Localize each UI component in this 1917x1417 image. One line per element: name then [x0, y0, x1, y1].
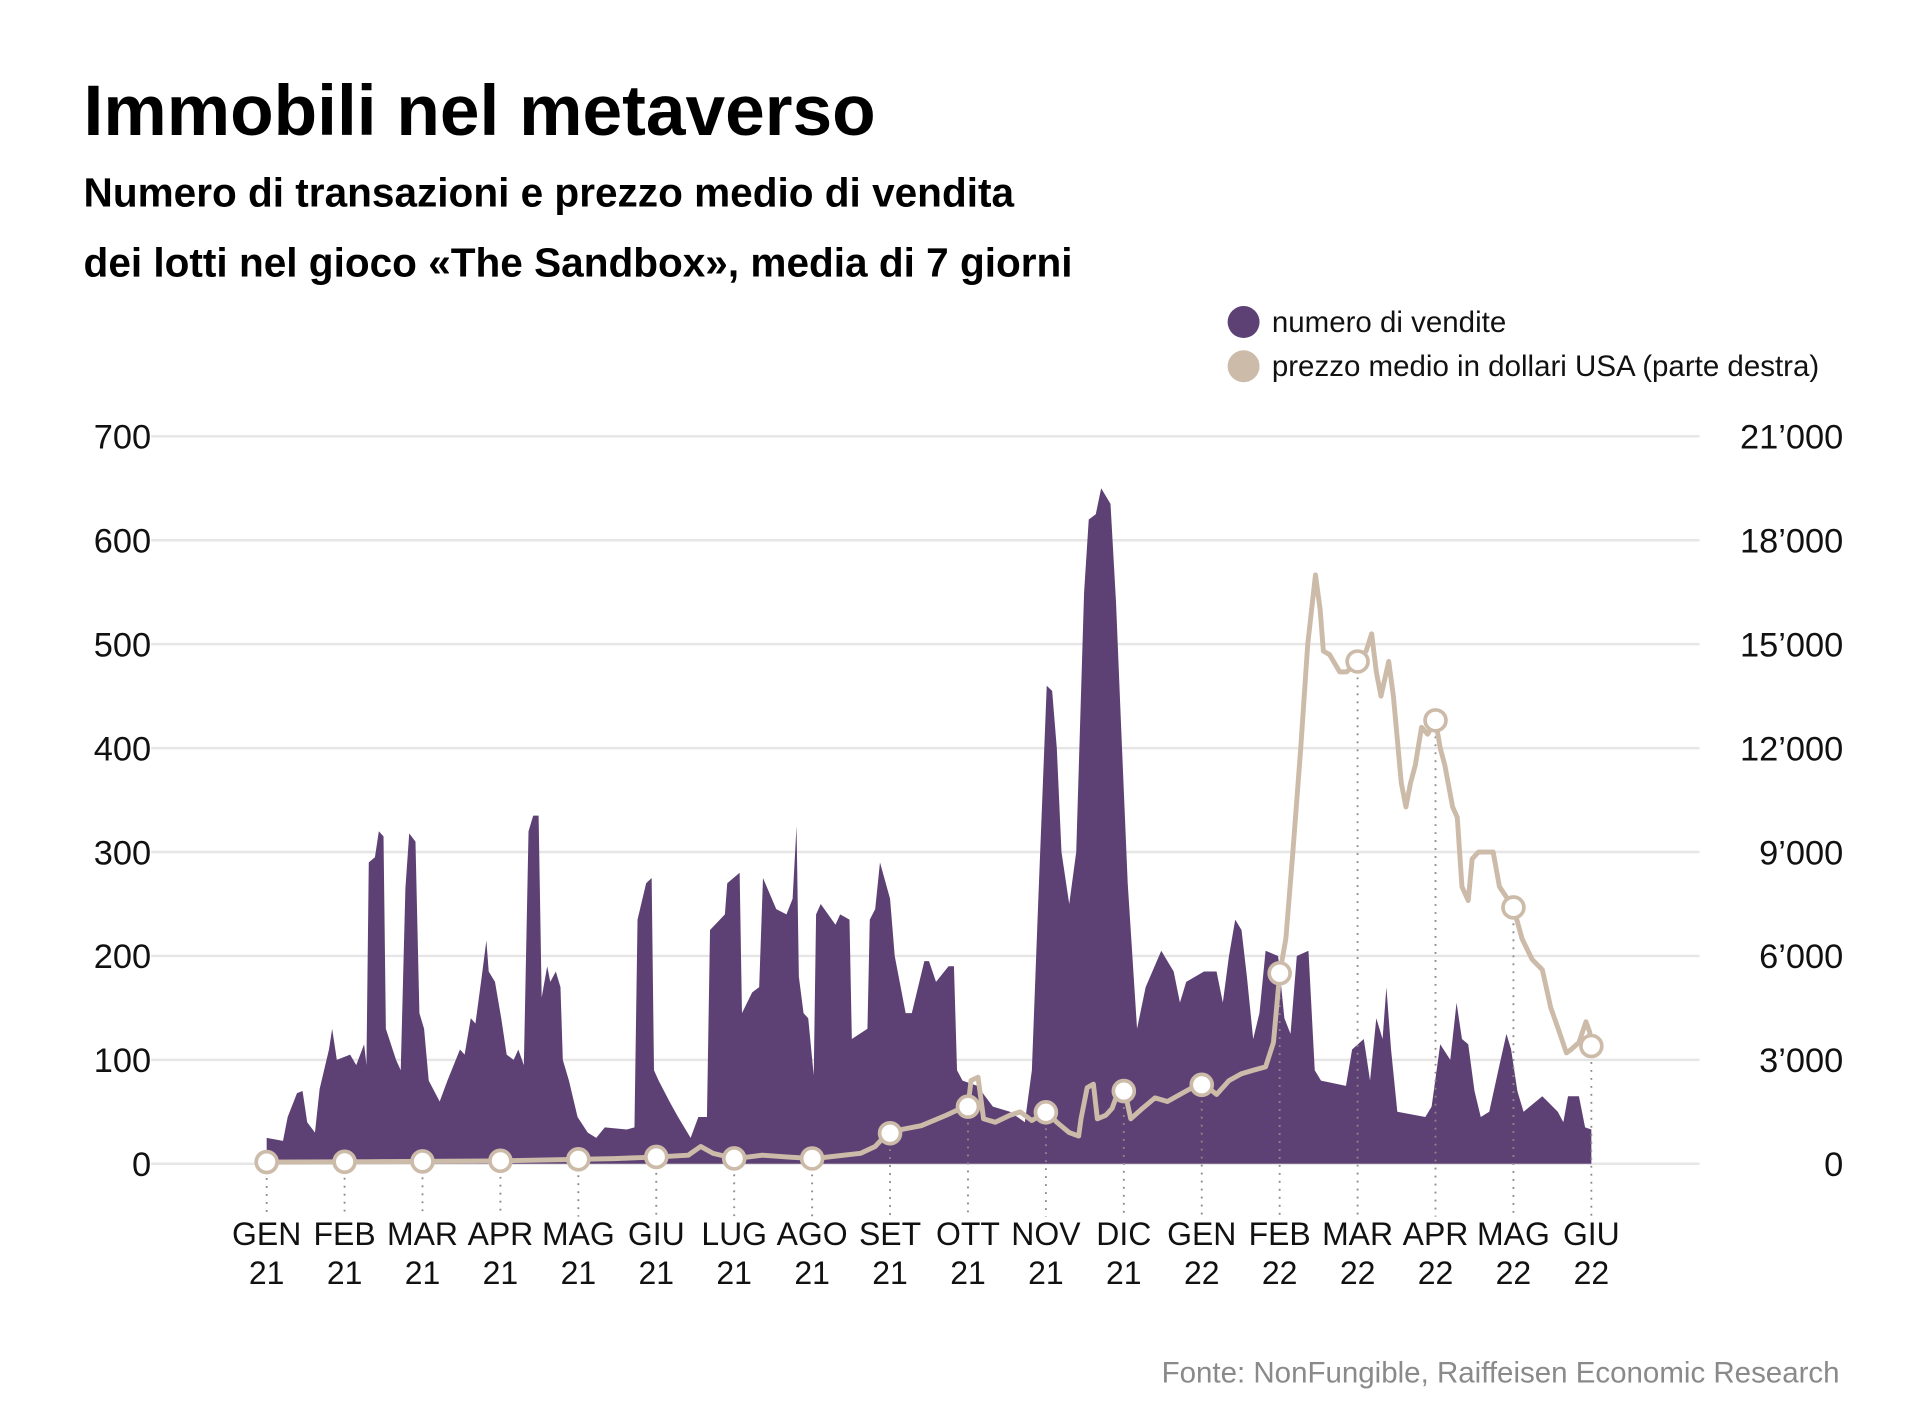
x-tick-year: 22: [1418, 1255, 1454, 1291]
price-marker: [488, 1148, 513, 1174]
price-marker: [643, 1144, 669, 1170]
x-tick-month: MAG: [542, 1216, 615, 1252]
sales-area: [266, 488, 1592, 1164]
x-tick-year: 21: [794, 1255, 830, 1291]
price-marker: [1345, 649, 1370, 674]
price-marker: [410, 1149, 435, 1174]
x-tick-year: 21: [249, 1255, 285, 1291]
price-marker: [1033, 1099, 1059, 1125]
x-axis-ticks: GEN21FEB21MAR21APR21MAG21GIU21LUG21AGO21…: [232, 1216, 1620, 1291]
right-axis-tick-label: 12’000: [1740, 730, 1843, 768]
left-axis-tick-label: 100: [94, 1042, 151, 1080]
right-axis-tick-label: 3’000: [1759, 1042, 1843, 1080]
x-tick-year: 21: [405, 1255, 441, 1291]
left-axis-tick-label: 0: [132, 1146, 151, 1184]
x-tick-month: LUG: [701, 1216, 767, 1252]
x-tick-month: MAG: [1477, 1216, 1550, 1252]
x-tick-year: 22: [1340, 1255, 1376, 1291]
source-note: Fonte: NonFungible, Raiffeisen Economic …: [1162, 1357, 1840, 1390]
price-marker: [877, 1120, 903, 1146]
price-marker: [799, 1146, 825, 1171]
price-marker: [1423, 708, 1448, 733]
x-tick-month: AGO: [777, 1216, 848, 1252]
left-axis-tick-label: 500: [94, 626, 151, 664]
x-tick-year: 22: [1184, 1255, 1220, 1291]
price-marker: [1189, 1072, 1215, 1098]
x-tick-month: MAR: [387, 1216, 458, 1252]
left-axis-tick-label: 400: [94, 730, 151, 768]
x-tick-month: FEB: [314, 1216, 376, 1252]
price-marker: [721, 1146, 747, 1171]
x-tick-year: 21: [950, 1255, 986, 1291]
price-marker: [1111, 1078, 1137, 1104]
x-tick-month: GIU: [1563, 1216, 1620, 1252]
right-axis-tick-label: 21’000: [1740, 419, 1843, 457]
chart-title: Immobili nel metaverso: [84, 71, 876, 151]
x-tick-month: GEN: [1167, 1216, 1236, 1252]
legend-swatch-price: [1227, 350, 1260, 383]
x-tick-year: 21: [716, 1255, 752, 1291]
x-tick-month: OTT: [936, 1216, 1000, 1252]
x-tick-month: MAR: [1322, 1216, 1393, 1252]
price-marker: [1501, 895, 1526, 920]
x-tick-month: APR: [468, 1216, 534, 1252]
x-tick-month: APR: [1403, 1216, 1469, 1252]
left-axis-tick-label: 200: [94, 938, 151, 976]
x-tick-month: GEN: [232, 1216, 301, 1252]
x-tick-month: SET: [859, 1216, 921, 1252]
x-tick-year: 21: [639, 1255, 675, 1291]
right-axis-tick-label: 15’000: [1740, 626, 1843, 664]
x-tick-year: 21: [1106, 1255, 1142, 1291]
legend: numero di vendite prezzo medio in dollar…: [1227, 306, 1819, 383]
x-tick-month: GIU: [628, 1216, 685, 1252]
right-axis-tick-label: 0: [1824, 1146, 1843, 1184]
x-tick-year: 21: [483, 1255, 519, 1291]
x-tick-year: 21: [872, 1255, 908, 1291]
x-tick-year: 22: [1262, 1255, 1298, 1291]
price-marker: [254, 1149, 279, 1175]
x-tick-month: FEB: [1249, 1216, 1311, 1252]
price-marker: [1267, 960, 1292, 986]
legend-label-price: prezzo medio in dollari USA (parte destr…: [1272, 350, 1819, 383]
left-axis-tick-label: 300: [94, 834, 151, 872]
legend-label-sales: numero di vendite: [1272, 306, 1506, 339]
x-tick-year: 21: [327, 1255, 363, 1291]
chart-subtitle-line1: Numero di transazioni e prezzo medio di …: [84, 170, 1015, 216]
chart-subtitle-line2: dei lotti nel gioco «The Sandbox», media…: [84, 240, 1073, 286]
x-tick-year: 21: [1028, 1255, 1064, 1291]
right-axis-tick-label: 18’000: [1740, 523, 1843, 561]
price-marker: [332, 1149, 357, 1175]
plot-area: [254, 488, 1604, 1217]
legend-swatch-sales: [1227, 306, 1260, 339]
price-marker: [566, 1147, 591, 1172]
x-tick-year: 22: [1574, 1255, 1610, 1291]
left-axis-ticks: 0 100 200 300 400 500 600 700: [94, 419, 151, 1184]
right-axis-tick-label: 6’000: [1759, 938, 1843, 976]
left-axis-tick-label: 700: [94, 419, 151, 457]
x-tick-month: NOV: [1011, 1216, 1081, 1252]
x-tick-month: DIC: [1096, 1216, 1151, 1252]
price-marker: [1579, 1033, 1604, 1059]
price-marker: [955, 1094, 981, 1119]
x-tick-year: 22: [1496, 1255, 1532, 1291]
price-line: [266, 572, 1594, 1165]
left-axis-tick-label: 600: [94, 523, 151, 561]
x-tick-year: 21: [561, 1255, 597, 1291]
right-axis-tick-label: 9’000: [1759, 834, 1843, 872]
right-axis-ticks: 0 3’000 6’000 9’000 12’000 15’000 18’000 21’000: [1740, 419, 1843, 1184]
